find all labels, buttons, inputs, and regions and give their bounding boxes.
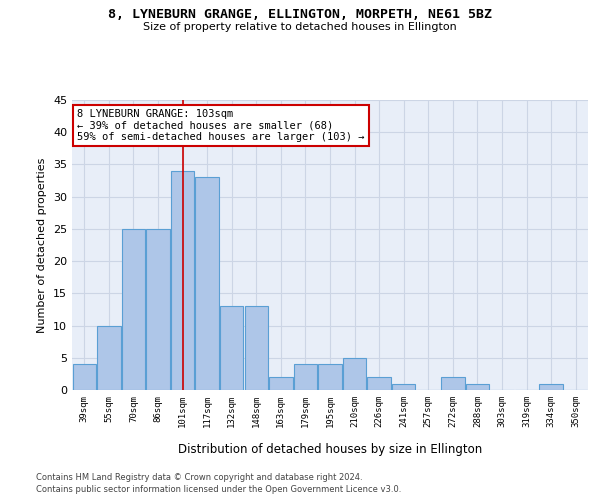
Bar	[319, 364, 341, 390]
Bar	[294, 364, 317, 390]
Bar	[220, 306, 244, 390]
Bar	[466, 384, 489, 390]
Text: Contains public sector information licensed under the Open Government Licence v3: Contains public sector information licen…	[36, 485, 401, 494]
Text: Size of property relative to detached houses in Ellington: Size of property relative to detached ho…	[143, 22, 457, 32]
Bar	[97, 326, 121, 390]
Bar	[367, 377, 391, 390]
Text: Contains HM Land Registry data © Crown copyright and database right 2024.: Contains HM Land Registry data © Crown c…	[36, 472, 362, 482]
Y-axis label: Number of detached properties: Number of detached properties	[37, 158, 47, 332]
Bar	[122, 229, 145, 390]
Bar	[73, 364, 96, 390]
Bar	[343, 358, 366, 390]
Bar	[171, 171, 194, 390]
Bar	[392, 384, 415, 390]
Text: Distribution of detached houses by size in Ellington: Distribution of detached houses by size …	[178, 442, 482, 456]
Text: 8 LYNEBURN GRANGE: 103sqm
← 39% of detached houses are smaller (68)
59% of semi-: 8 LYNEBURN GRANGE: 103sqm ← 39% of detac…	[77, 108, 365, 142]
Bar	[245, 306, 268, 390]
Bar	[539, 384, 563, 390]
Bar	[441, 377, 464, 390]
Bar	[146, 229, 170, 390]
Bar	[269, 377, 293, 390]
Text: 8, LYNEBURN GRANGE, ELLINGTON, MORPETH, NE61 5BZ: 8, LYNEBURN GRANGE, ELLINGTON, MORPETH, …	[108, 8, 492, 20]
Bar	[196, 178, 219, 390]
